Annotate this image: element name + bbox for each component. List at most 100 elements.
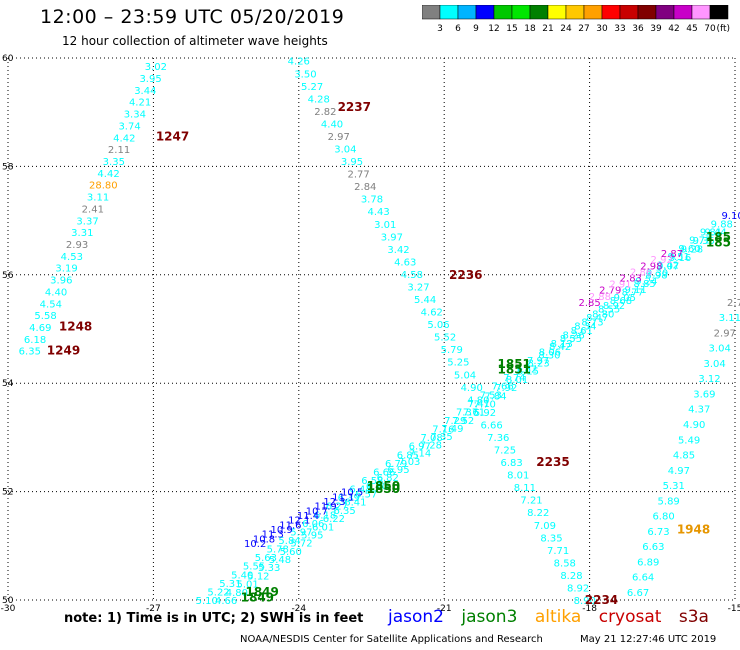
wave-height-value: 4.62 <box>421 308 443 319</box>
wave-height-value: 12.1 <box>288 516 310 527</box>
map-subtitle: 12 hour collection of altimeter wave hei… <box>62 34 328 48</box>
wave-height-value: 11.9 <box>315 502 337 513</box>
wave-height-value: 7.16 <box>432 425 454 436</box>
wave-height-value: 8.01 <box>507 471 529 482</box>
wave-height-value: 5.33 <box>258 563 280 574</box>
x-tick-label: -21 <box>437 604 452 614</box>
wave-height-value: 4.26 <box>288 57 310 68</box>
wave-height-value: 4.58 <box>401 270 423 281</box>
wave-height-value: 5.89 <box>658 496 680 507</box>
colorbar-tick-label: 3 <box>437 24 443 34</box>
colorbar-swatch <box>709 5 729 20</box>
mission-cryosat: cryosat <box>598 607 662 627</box>
wave-height-value: 3.50 <box>294 69 316 80</box>
wave-height-value: 6.64 <box>632 573 654 584</box>
wave-height-value: 4.40 <box>45 287 67 298</box>
colorbar-tick-label: 36 <box>632 24 644 34</box>
mission-s3a: s3a <box>678 607 709 627</box>
wave-height-value: 3.96 <box>50 276 72 287</box>
wave-height-value: 2.82 <box>314 107 336 118</box>
wave-height-value: 9.05 <box>614 293 636 304</box>
wave-height-value: 4.40 <box>321 119 343 130</box>
orbit-time-label: 1948 <box>677 523 710 537</box>
wave-height-value: 6.95 <box>387 465 409 476</box>
wave-height-value: 4.80 <box>467 395 489 406</box>
wave-height-value: 2.86 <box>630 267 652 278</box>
orbit-time-label: 1851 <box>498 357 531 371</box>
orbit-time-label: 1850 <box>367 479 400 493</box>
colorbar-tick-label: 45 <box>686 24 697 34</box>
wave-height-value: 5.06 <box>427 320 449 331</box>
wave-height-value: 6.83 <box>500 458 522 469</box>
wave-height-value: 8.58 <box>554 558 576 569</box>
wave-height-value: 8.35 <box>540 533 562 544</box>
wave-height-value: 6.41 <box>344 498 366 509</box>
wave-height-value: 3.44 <box>134 86 156 97</box>
wave-height-value: 3.04 <box>703 359 725 370</box>
colorbar-tick-label: 27 <box>578 24 589 34</box>
orbit-time-label: 1849 <box>241 590 274 604</box>
wave-height-value: 7.52 <box>452 416 474 427</box>
wave-height-value: 5.84 <box>278 536 300 547</box>
wave-height-value: 6.89 <box>637 557 659 568</box>
wave-height-value: 8.98 <box>645 270 667 281</box>
wave-height-value: 8.01 <box>506 375 528 386</box>
wave-height-value: 4.28 <box>308 94 330 105</box>
x-tick-label: -18 <box>582 604 597 614</box>
wave-height-value: 9.81 <box>700 228 722 239</box>
wave-height-value: 10.2 <box>244 539 266 550</box>
wave-height-value: 9.24 <box>635 277 657 288</box>
wave-height-value: 8.28 <box>560 571 582 582</box>
wave-height-value: 6.18 <box>24 335 46 346</box>
wave-height-value: 5.92 <box>474 408 496 419</box>
colorbar-tick-label: 15 <box>506 24 517 34</box>
wave-height-value: 6.58 <box>361 476 383 487</box>
wave-height-value: 6.01 <box>312 522 334 533</box>
wave-height-value: 2.79 <box>599 286 621 297</box>
wave-height-value: 3.34 <box>124 110 146 121</box>
colorbar-tick-label: 21 <box>542 24 553 34</box>
colorbar-tick-label: 18 <box>524 24 536 34</box>
wave-height-value: 8.42 <box>549 342 571 353</box>
wave-height-value: 4.66 <box>215 596 237 607</box>
y-tick-label: 52 <box>2 488 13 498</box>
wave-height-value: 5.49 <box>678 435 700 446</box>
wave-height-value: 5.72 <box>290 539 312 550</box>
wave-height-value: 5.78 <box>267 545 289 556</box>
wave-height-value: 2.11 <box>108 145 130 156</box>
wave-height-value: 7.41 <box>468 399 490 410</box>
wave-height-value: 9.30 <box>646 268 668 279</box>
orbit-time-label: 2237 <box>338 100 371 114</box>
wave-height-value: 7.25 <box>494 446 516 457</box>
mission-legend: jason2 jason3 altika cryosat s3a <box>388 607 721 627</box>
mission-altika: altika <box>534 607 582 627</box>
wave-height-value: 9.07 <box>657 262 679 273</box>
wave-height-value: 2.97 <box>714 328 736 339</box>
wave-height-value: 9.44 <box>704 227 726 238</box>
wave-height-value: 4.80 <box>226 588 248 599</box>
x-tick-label: -27 <box>146 604 161 614</box>
wave-height-value: 3.19 <box>55 264 77 275</box>
wave-height-value: 8.34 <box>574 322 596 333</box>
wave-height-value: 6.27 <box>326 502 348 513</box>
wave-height-value: 5.52 <box>434 333 456 344</box>
wave-height-value: 7.03 <box>398 457 420 468</box>
wave-height-value: 8.73 <box>581 318 603 329</box>
wave-height-value: 5.63 <box>255 553 277 564</box>
colorbar-tick-label: 42 <box>668 24 679 34</box>
wave-height-value: 8.68 <box>610 296 632 307</box>
wave-height-value: 5.10 <box>196 596 218 607</box>
wave-height-value: 2.92 <box>651 255 673 266</box>
wave-height-value: 6.80 <box>652 512 674 523</box>
y-tick-label: 56 <box>2 271 14 281</box>
wave-height-value: 8.47 <box>586 313 608 324</box>
wave-height-value: 7.08 <box>420 433 442 444</box>
wave-height-value: 6.73 <box>647 527 669 538</box>
wave-height-value: 5.22 <box>207 587 229 598</box>
wave-height-value: 7.53 <box>480 390 502 401</box>
wave-height-value: 4.63 <box>394 257 416 268</box>
wave-height-value: 9.72 <box>689 236 711 247</box>
wave-height-value: 6.97 <box>409 442 431 453</box>
wave-height-value: 4.42 <box>113 133 135 144</box>
